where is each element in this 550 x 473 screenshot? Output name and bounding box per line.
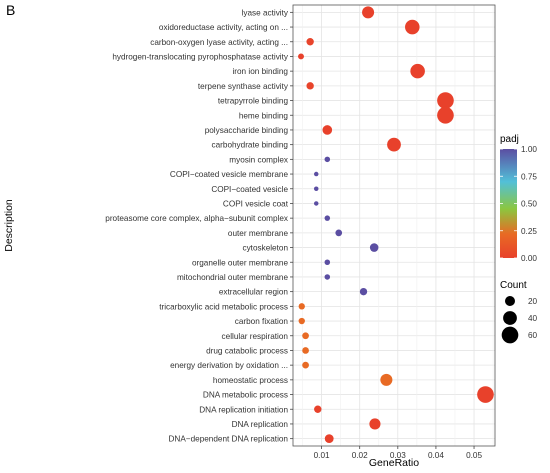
y-tick-label: terpene synthase activity	[198, 82, 289, 91]
x-axis-title: GeneRatio	[369, 457, 419, 469]
data-point	[298, 317, 305, 325]
data-point	[324, 434, 334, 444]
y-tick-label: cytoskeleton	[242, 244, 288, 253]
data-point	[313, 186, 319, 191]
y-tick-label: organelle outer membrane	[192, 258, 288, 267]
data-point	[314, 405, 322, 413]
y-tick-label: carbohydrate binding	[212, 141, 289, 150]
data-point	[324, 274, 331, 280]
count-legend-label: 20	[528, 297, 538, 306]
data-point	[302, 347, 309, 354]
x-tick-label: 0.01	[314, 451, 330, 460]
plot-background	[293, 5, 495, 446]
y-tick-label: hydrogen-translocating pyrophosphatase a…	[112, 52, 289, 61]
y-tick-label: iron ion binding	[232, 67, 288, 76]
data-point	[324, 215, 331, 221]
y-axis-title: Description	[3, 199, 15, 252]
y-tick-label: COPI−coated vesicle	[211, 185, 288, 194]
y-tick-label: outer membrane	[228, 229, 289, 238]
data-point	[306, 82, 314, 90]
data-point	[302, 332, 309, 340]
count-legend-dot	[501, 326, 519, 344]
y-tick-label: homeostatic process	[213, 376, 288, 385]
data-point	[306, 38, 314, 46]
y-tick-label: drug catabolic process	[206, 346, 288, 355]
data-point	[302, 361, 309, 369]
padj-color-bar	[500, 149, 517, 258]
data-point	[298, 53, 304, 60]
data-point	[298, 303, 305, 310]
x-tick-label: 0.05	[466, 451, 482, 460]
y-tick-label: polysaccharide binding	[205, 126, 289, 135]
y-tick-label: lyase activity	[242, 8, 289, 17]
y-tick-label: tricarboxylic acid metabolic process	[159, 302, 288, 311]
count-legend: Count 20 40 60	[500, 280, 538, 344]
padj-legend-title: padj	[500, 134, 519, 145]
data-point	[369, 243, 379, 252]
data-point	[387, 137, 401, 152]
y-tick-label: oxidoreductase activity, acting on ...	[159, 23, 288, 32]
count-legend-title: Count	[500, 280, 527, 291]
y-tick-label: heme binding	[239, 111, 289, 120]
points-layer	[298, 6, 494, 444]
data-point	[410, 63, 425, 79]
data-point	[324, 259, 331, 266]
x-tick-label: 0.03	[390, 451, 406, 460]
count-legend-dot	[504, 295, 516, 307]
padj-tick-label: 0.00	[521, 254, 537, 263]
data-point	[335, 229, 343, 237]
data-point	[437, 106, 454, 124]
y-tick-label: myosin complex	[229, 155, 288, 164]
data-point	[380, 373, 393, 386]
padj-tick-label: 1.00	[521, 145, 537, 154]
y-tick-label: COPI−coated vesicle membrane	[170, 170, 289, 179]
data-point	[405, 19, 420, 35]
y-tick-label: extracellular region	[219, 288, 289, 297]
y-tick-label: cellular respiration	[222, 332, 289, 341]
count-legend-dot	[503, 311, 517, 325]
y-tick-label: proteasome core complex, alpha−subunit c…	[105, 214, 288, 223]
x-tick-labels: 0.01 0.02 0.03 0.04 0.05	[314, 446, 482, 460]
data-point	[313, 171, 319, 177]
y-tick-labels: lyase activity oxidoreductase activity, a…	[105, 8, 293, 444]
y-tick-label: mitochondrial outer membrane	[177, 273, 288, 282]
padj-legend: padj 1.00 0.75 0.50 0.25 0.00	[500, 134, 537, 263]
y-tick-label: energy derivation by oxidation ...	[170, 361, 288, 370]
data-point	[359, 287, 368, 296]
panel-label: B	[6, 2, 16, 18]
y-tick-label: DNA−dependent DNA replication	[169, 435, 289, 444]
y-tick-label: COPI vesicle coat	[223, 199, 289, 208]
count-legend-items: 20 40 60	[501, 295, 538, 344]
x-tick-label: 0.02	[352, 451, 368, 460]
data-point	[313, 201, 319, 206]
y-tick-label: tetrapyrrole binding	[218, 97, 289, 106]
plot-panel	[292, 4, 496, 447]
y-tick-label: DNA replication	[232, 420, 289, 429]
padj-tick-label: 0.25	[521, 227, 537, 236]
padj-legend-ticks: 1.00 0.75 0.50 0.25 0.00	[500, 145, 537, 263]
y-tick-label: DNA metabolic process	[203, 391, 288, 400]
data-point	[362, 6, 375, 19]
data-point	[324, 156, 331, 163]
count-legend-label: 40	[528, 314, 538, 323]
data-point	[477, 386, 494, 403]
data-point	[437, 92, 454, 109]
padj-tick-label: 0.75	[521, 172, 537, 181]
count-legend-label: 60	[528, 331, 538, 340]
data-point	[369, 418, 381, 430]
y-tick-label: carbon-oxygen lyase activity, acting ...	[150, 38, 288, 47]
x-tick-label: 0.04	[428, 451, 444, 460]
y-tick-label: DNA replication initiation	[199, 405, 288, 414]
grid-layer	[293, 5, 495, 446]
y-tick-label: carbon fixation	[235, 317, 289, 326]
data-point	[322, 125, 333, 135]
padj-tick-label: 0.50	[521, 200, 537, 209]
